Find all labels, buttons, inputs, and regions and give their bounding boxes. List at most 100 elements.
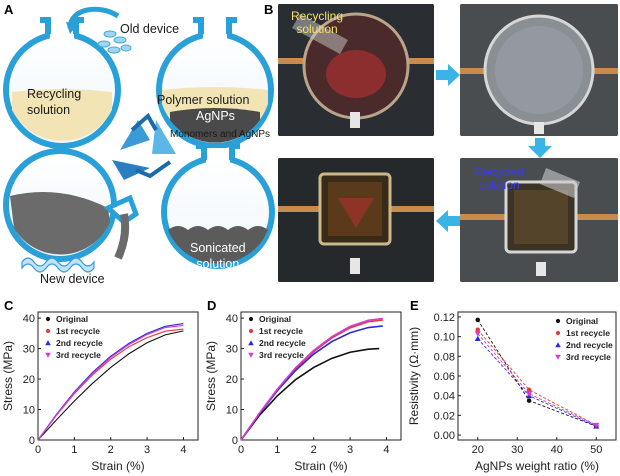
legend-label: 3rd recycle xyxy=(56,350,101,360)
legend-marker xyxy=(45,328,51,334)
x-tick-label: 40 xyxy=(551,444,563,456)
series-line-3 xyxy=(240,317,383,441)
label-polymer-solution: Polymer solution xyxy=(157,93,250,107)
data-point xyxy=(593,422,600,429)
y-tick-label: 0.10 xyxy=(434,332,455,344)
flask-polymer xyxy=(156,17,274,149)
x-tick-label: 4 xyxy=(180,444,186,456)
panel-letter-e: E xyxy=(410,298,419,313)
label-old-device: Old device xyxy=(120,22,180,36)
y-tick-label: 0.08 xyxy=(434,351,455,363)
data-point xyxy=(526,398,532,403)
panel-letter-d: D xyxy=(207,298,217,313)
data-point xyxy=(475,327,480,332)
legend-label: Original xyxy=(566,316,598,326)
flask-recycling xyxy=(3,17,121,149)
legend-marker xyxy=(248,328,254,334)
legend-label: 2nd recycle xyxy=(259,338,306,348)
arrow-left-icon xyxy=(436,210,460,232)
recycle-icon xyxy=(112,112,176,180)
plot-frame xyxy=(240,311,402,441)
y-tick-label: 30 xyxy=(226,344,238,356)
y-tick-label: 0.12 xyxy=(434,312,455,324)
y-axis-label: Resistivity (Ω·mm) xyxy=(407,327,421,425)
label-recycling-solution: Recycling solution xyxy=(27,87,82,117)
legend-label: Original xyxy=(259,314,291,324)
x-tick-label: 3 xyxy=(347,444,353,456)
legend-label: 3rd recycle xyxy=(259,350,304,360)
legend-label: 2nd recycle xyxy=(566,340,613,350)
data-point xyxy=(474,335,481,341)
label-monomers: Monomers and AgNPs xyxy=(170,129,271,140)
data-point xyxy=(475,317,480,323)
label-sonicated-solution: Sonicated solution xyxy=(190,241,246,271)
series-line-3 xyxy=(37,324,184,441)
legend-label: 1st recycle xyxy=(259,326,303,336)
y-tick-label: 0.06 xyxy=(434,371,455,383)
legend-marker xyxy=(555,342,561,348)
y-tick-label: 0 xyxy=(29,435,35,447)
arrow-right-icon xyxy=(436,64,460,86)
legend-marker xyxy=(555,354,561,360)
y-tick-label: 10 xyxy=(226,405,238,417)
old-device-icon xyxy=(97,30,132,54)
series-line-0 xyxy=(37,330,184,441)
x-tick-label: 0 xyxy=(238,444,244,456)
panel-letter-c: C xyxy=(4,298,14,313)
data-point xyxy=(526,387,532,393)
x-tick-label: 1 xyxy=(71,444,77,456)
y-tick-label: 0.00 xyxy=(434,430,455,442)
chart-e: 20 30 40 50 0.00 0.02 0.04 0.06 0.08 0.10 0.12 AgNP… xyxy=(407,311,617,473)
y-tick-label: 40 xyxy=(226,313,238,325)
label-b-recycling-solution: Recycling solution xyxy=(290,9,344,36)
y-tick-label: 20 xyxy=(226,374,238,386)
x-tick-label: 0 xyxy=(35,444,41,456)
y-tick-label: 30 xyxy=(23,344,35,356)
photo-b4: Recycled solution xyxy=(460,158,618,282)
x-tick-label: 4 xyxy=(383,444,389,456)
plot-frame xyxy=(37,311,199,441)
legend-label: 1st recycle xyxy=(56,326,100,336)
panel-letter-a: A xyxy=(4,2,14,17)
data-point xyxy=(474,331,481,337)
x-axis-label: AgNPs weight ratio (%) xyxy=(475,459,599,473)
x-tick-label: 3 xyxy=(144,444,150,456)
legend-marker xyxy=(248,352,254,358)
panel-a-illustration xyxy=(3,6,275,273)
legend-label: 1st recycle xyxy=(566,328,610,338)
new-device-icon xyxy=(21,257,95,273)
legend-label: 2nd recycle xyxy=(56,338,103,348)
y-axis-label: Stress (MPa) xyxy=(1,341,15,411)
y-tick-label: 0 xyxy=(232,435,238,447)
x-tick-label: 30 xyxy=(511,444,523,456)
label-agnps: AgNPs xyxy=(196,109,235,123)
legend-marker xyxy=(248,340,254,346)
label-b-recycled-solution: Recycled solution xyxy=(474,165,524,192)
y-tick-label: 10 xyxy=(23,405,35,417)
y-tick-label: 40 xyxy=(23,313,35,325)
legend-label: Original xyxy=(56,314,88,324)
x-axis-label: Strain (%) xyxy=(91,459,144,473)
x-tick-label: 2 xyxy=(108,444,114,456)
series-line-3 xyxy=(477,333,597,426)
series-line-0 xyxy=(240,347,380,441)
legend-marker xyxy=(45,316,51,322)
legend-marker xyxy=(45,340,51,346)
legend-marker xyxy=(248,316,254,322)
photo-b3 xyxy=(278,158,434,282)
x-axis-label: Strain (%) xyxy=(294,459,347,473)
flask-pouring xyxy=(3,148,140,262)
x-tick-label: 1 xyxy=(274,444,280,456)
panel-letter-b: B xyxy=(264,2,274,17)
legend-marker xyxy=(555,318,561,324)
x-tick-label: 50 xyxy=(590,444,602,456)
y-tick-label: 0.04 xyxy=(434,391,455,403)
x-tick-label: 2 xyxy=(311,444,317,456)
label-new-device: New device xyxy=(40,272,105,286)
y-tick-label: 20 xyxy=(23,374,35,386)
flask-sonicated xyxy=(161,143,275,269)
legend-label: 3rd recycle xyxy=(566,352,611,362)
x-tick-label: 20 xyxy=(472,444,484,456)
